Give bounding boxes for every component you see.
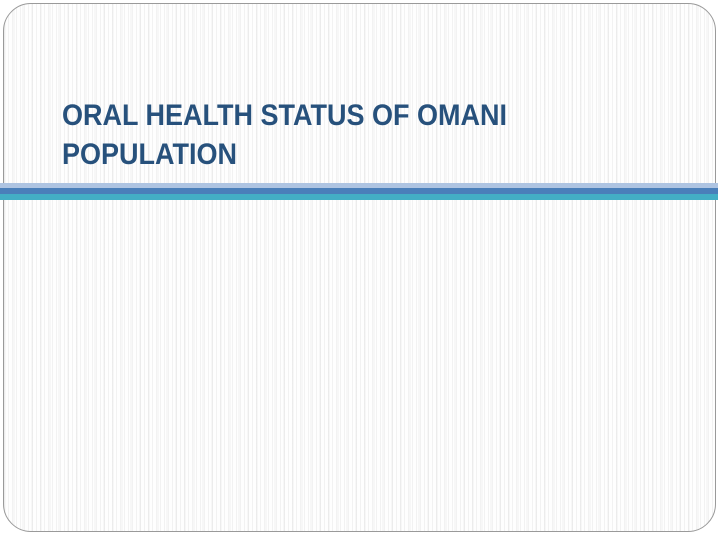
divider-band-medium-blue [0, 188, 718, 194]
divider-band-teal [0, 194, 718, 200]
slide-title: ORAL HEALTH STATUS OF OMANI POPULATION [62, 96, 507, 174]
slide-title-line-2: POPULATION [62, 138, 238, 171]
divider-band-light-blue [0, 183, 718, 188]
title-divider [0, 183, 718, 200]
slide-background [3, 3, 716, 532]
slide-title-line-1: ORAL HEALTH STATUS OF OMANI [62, 99, 507, 132]
